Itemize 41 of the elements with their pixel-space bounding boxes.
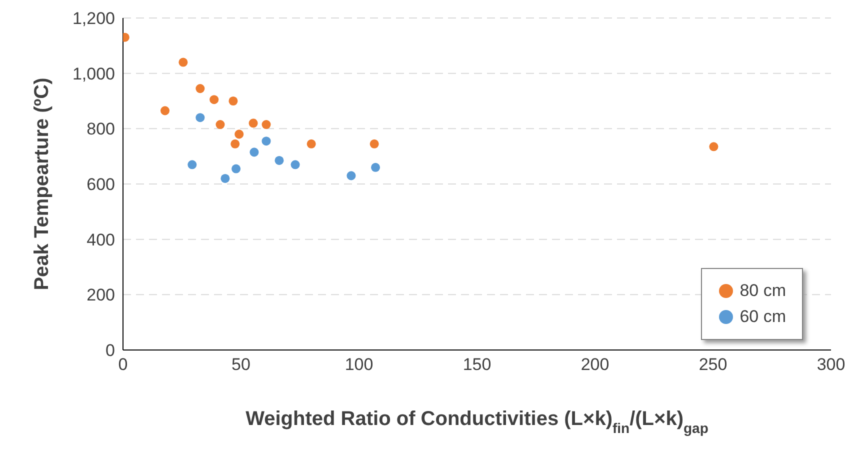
point <box>274 156 284 165</box>
point <box>370 139 379 148</box>
y-tick-label: 200 <box>86 286 115 305</box>
legend-label: 60 cm <box>740 307 786 327</box>
point <box>228 96 238 106</box>
x-axis-title: Weighted Ratio of Conductivities (L×k)$_{fin}$/(L×k)$_{gap}$ <box>246 408 708 436</box>
point <box>346 171 356 180</box>
point <box>234 130 244 139</box>
point <box>178 58 188 67</box>
point <box>262 136 271 146</box>
x-tick-label: 100 <box>344 355 374 374</box>
y-tick-label: 1,000 <box>72 64 115 84</box>
point <box>196 113 205 122</box>
x-tick-label: 200 <box>580 355 610 374</box>
y-axis-title: Peak Tempearture (ºC) <box>31 78 53 290</box>
point <box>230 139 240 148</box>
point <box>709 142 718 152</box>
point <box>250 148 259 157</box>
y-tick-label: 1,200 <box>72 9 115 28</box>
y-tick-label: 600 <box>86 175 115 194</box>
point <box>160 106 170 116</box>
point <box>248 118 258 128</box>
point <box>216 120 225 130</box>
y-tick-label: 400 <box>86 230 115 250</box>
point <box>210 95 219 104</box>
y-tick-label: 800 <box>86 120 115 139</box>
point <box>290 160 300 170</box>
point <box>306 139 316 148</box>
x-tick-label: 300 <box>816 355 846 374</box>
point <box>371 162 380 172</box>
x-tick-label: 150 <box>462 355 492 374</box>
y-tick-label: 0 <box>106 341 115 360</box>
point <box>188 160 197 170</box>
legend-label: 80 cm <box>740 281 786 301</box>
point <box>196 84 205 94</box>
point <box>220 174 230 183</box>
x-tick-label: 50 <box>232 355 250 374</box>
point <box>262 120 271 130</box>
x-tick-label: 0 <box>118 355 128 374</box>
point <box>232 164 241 174</box>
x-tick-label: 250 <box>698 355 728 374</box>
